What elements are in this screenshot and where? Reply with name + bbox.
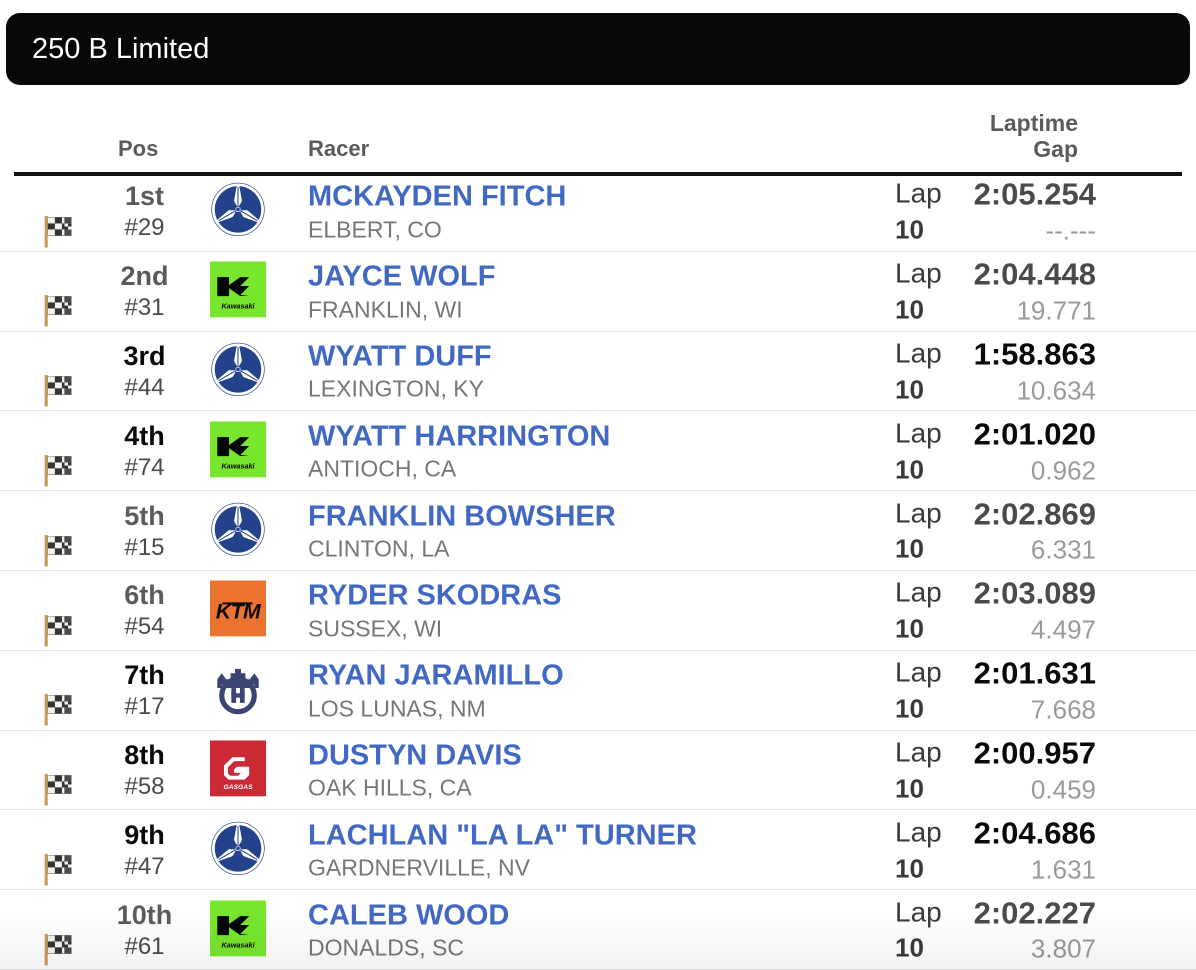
svg-text:Kawasaki: Kawasaki	[221, 302, 255, 311]
svg-text:Kawasaki: Kawasaki	[221, 940, 255, 949]
svg-text:GASGAS: GASGAS	[223, 784, 253, 791]
svg-text:Kawasaki: Kawasaki	[221, 461, 255, 470]
